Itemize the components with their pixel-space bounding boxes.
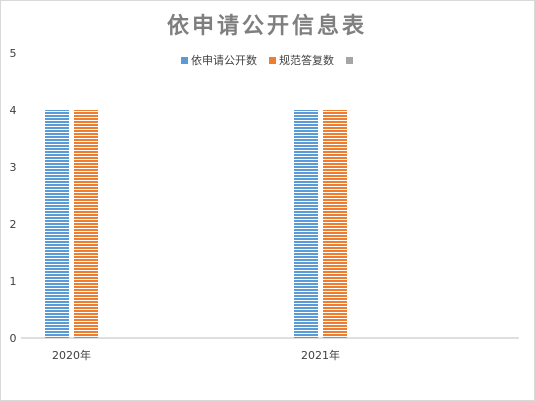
x-tick-label: 2021年 [301,348,340,362]
chart-title: 依申请公开信息表 [167,13,367,39]
y-tick-label: 2 [10,218,17,231]
y-tick-label: 3 [10,161,17,174]
bar-responses-1 [323,110,347,338]
y-tick-label: 0 [10,332,17,345]
y-tick-label: 4 [10,104,17,117]
y-tick-label: 5 [10,47,17,60]
bars [45,110,347,338]
x-axis-ticks: 2020年 2021年 [52,348,340,362]
legend: 依申请公开数 规范答复数 [181,53,353,67]
legend-label: 依申请公开数 [191,54,257,67]
bar-requests-1 [294,110,318,338]
legend-label: 规范答复数 [279,53,334,67]
bar-requests-0 [45,110,69,338]
legend-swatch [269,57,276,64]
legend-swatch [181,57,188,64]
x-tick-label: 2020年 [52,348,91,362]
bar-responses-0 [74,110,98,338]
y-axis-ticks: 0 1 2 3 4 5 [10,47,17,345]
y-tick-label: 1 [10,275,17,288]
legend-swatch [346,57,353,64]
